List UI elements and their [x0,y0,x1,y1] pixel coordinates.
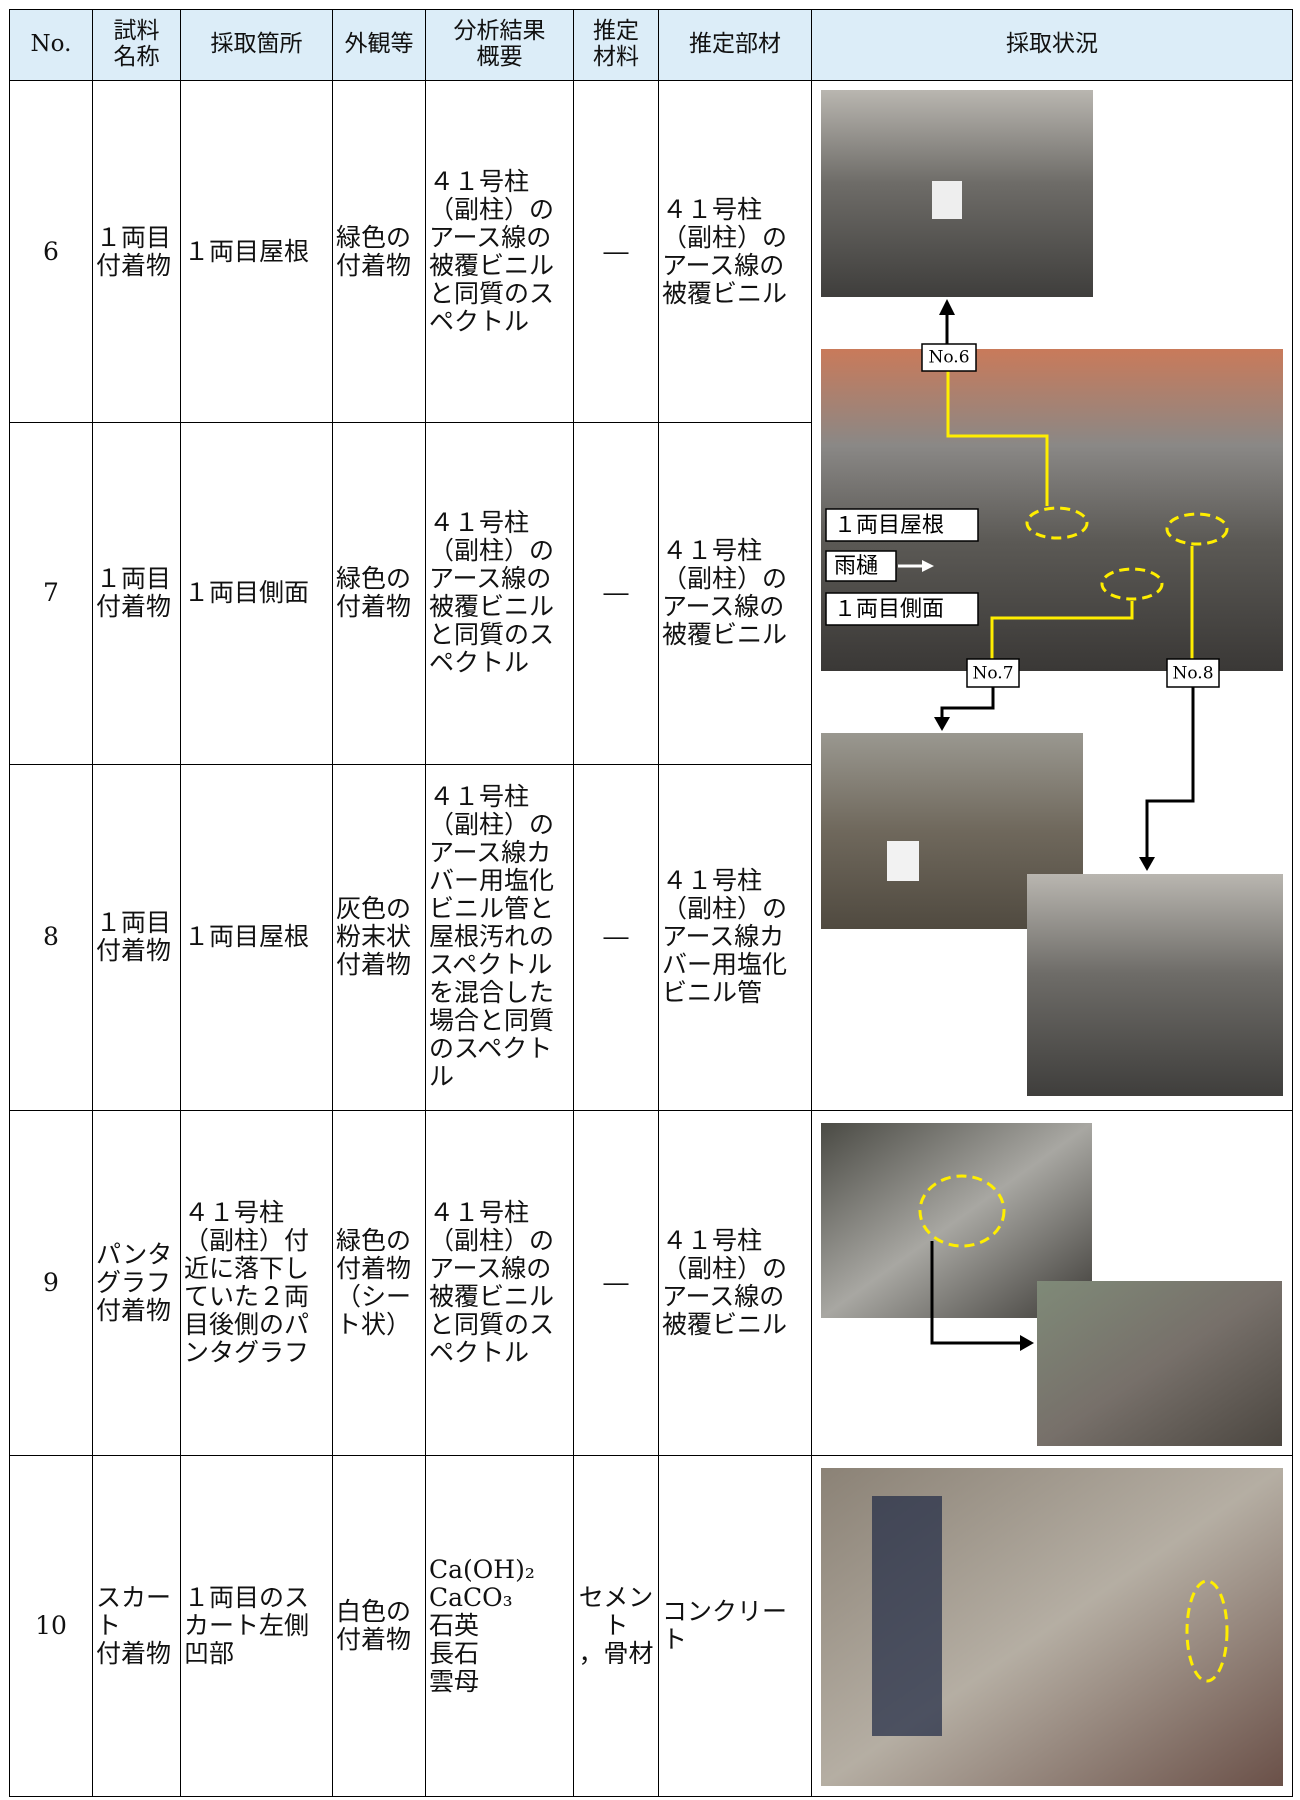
table-row: 8 １両目付着物 １両目屋根 灰色の粉末状付着物 ４１号柱（副柱）のアース線カバー用塩化… [9,763,1293,1112]
table-cell: ４１号柱（副柱）付近に落下していた２両目後側のパンタグラフ [180,1110,333,1456]
arrow-head [939,299,955,315]
table-cell: ４１号柱（副柱）のアース線の被覆ビニル [658,422,812,765]
highlight [1185,1579,1229,1683]
arrow-head [922,560,934,572]
header-cell: 採取箇所 [180,9,333,81]
photo-label: 雨樋 [834,554,878,579]
table-cell: １両目付着物 [92,763,181,1112]
photo-detail [872,1496,942,1736]
photo [1027,874,1283,1096]
photo-cell [811,1110,1293,1456]
table-cell: Ca(OH)₂ CaCO₃ 石英 長石 雲母 [425,1455,574,1797]
highlight [1025,506,1089,540]
table-cell: ４１号柱（副柱）のアース線の被覆ビニルと同質のスペクトル [425,79,574,424]
photo-label: No.8 [1172,664,1213,684]
table-cell: 6 [9,79,93,424]
table-cell: パンタグラフ付着物 [92,1110,181,1456]
table-row: 6 １両目付着物 １両目屋根 緑色の付着物 ４１号柱（副柱）のアース線の被覆ビニルと同質… [9,79,1293,1111]
analysis-table: No. 試料 名称 採取箇所 外観等 分析結果 概要 推定 材料 推定部材 採取状況 6 １両目… [9,9,1293,1797]
leader-line [946,371,1049,506]
table-cell: 緑色の付着物 [332,79,426,424]
photo-cell: No.6 １両目屋根 雨樋 １両目側面 No.7 No.8 [811,80,1293,1111]
photo-label: No.6 [928,348,969,368]
table-cell: 灰色の粉末状付着物 [332,763,426,1112]
header-cell: 外観等 [332,9,426,81]
table-cell: コンクリート [658,1455,812,1797]
photo-label: １両目屋根 [834,513,944,538]
highlight [1165,512,1229,546]
header-cell: 推定 材料 [573,9,659,81]
label-box [825,550,897,582]
table-cell: 緑色の付着物 [332,422,426,765]
arrow-head [1139,857,1155,871]
table-cell: ４１号柱（副柱）のアース線の被覆ビニルと同質のスペクトル [425,1110,574,1456]
table-cell: ４１号柱（副柱）のアース線の被覆ビニルと同質のスペクトル [425,422,574,765]
table-cell: １両目のスカート左側凹部 [180,1455,333,1797]
table-cell: ― [573,763,659,1112]
sample-mark [887,841,919,881]
table-cell: １両目屋根 [180,763,333,1112]
table-cell: ― [573,422,659,765]
table-cell: ― [573,79,659,424]
header-cell: 採取状況 [811,9,1293,81]
table-cell: ４１号柱（副柱）のアース線の被覆ビニル [658,79,812,424]
photo-cell [811,1455,1293,1797]
header-cell: 分析結果 概要 [425,9,574,81]
sample-mark [932,181,962,219]
table-cell: ― [573,1110,659,1456]
table-head: No. 試料 名称 採取箇所 外観等 分析結果 概要 推定 材料 推定部材 採取状況 [9,9,1293,81]
table-cell: 白色の付着物 [332,1455,426,1797]
header-row: No. 試料 名称 採取箇所 外観等 分析結果 概要 推定 材料 推定部材 採取状況 [9,9,1293,81]
table-cell: 10 [9,1455,93,1797]
table-cell: ４１号柱（副柱）のアース線カバー用塩化ビニル管 [658,763,812,1112]
table-row: 9 パンタグラフ付着物 ４１号柱（副柱）付近に落下していた２両目後側のパンタグラフ緑… [9,1110,1293,1456]
photo-label: No.7 [972,664,1013,684]
label-box [825,592,979,626]
photo-composite [821,1468,1283,1786]
highlight [918,1174,1006,1248]
arrow [1145,687,1195,859]
table-cell: 8 [9,763,93,1112]
table-body: 6 １両目付着物 １両目屋根 緑色の付着物 ４１号柱（副柱）のアース線の被覆ビニルと同質… [9,79,1293,1797]
table-cell: 9 [9,1110,93,1456]
table-cell: １両目屋根 [180,79,333,424]
header-cell: 試料 名称 [92,9,181,81]
table-row: 10 スカート 付着物 １両目のスカート左側凹部 白色の付着物 Ca(OH)₂ CaCO… [9,1455,1293,1797]
table-row: 7 １両目付着物 １両目側面 緑色の付着物 ４１号柱（副柱）のアース線の被覆ビニルと同質… [9,422,1293,765]
highlight [1100,567,1164,601]
table-cell: ４１号柱（副柱）のアース線の被覆ビニル [658,1110,812,1456]
label-box [921,343,977,372]
table-cell: 緑色の付着物（シート状） [332,1110,426,1456]
arrow [930,1241,1022,1345]
arrow-head [1020,1335,1034,1351]
header-cell: No. [9,9,93,81]
arrow [940,687,995,719]
table-cell: 7 [9,422,93,765]
photo-composite [821,1123,1282,1446]
photo [1037,1281,1282,1446]
photo-composite: No.6 １両目屋根 雨樋 １両目側面 No.7 No.8 [821,90,1283,1096]
label-box [825,508,979,542]
table-cell: １両目側面 [180,422,333,765]
header-cell: 推定部材 [658,9,812,81]
table-cell: スカート 付着物 [92,1455,181,1797]
arrow-head [934,717,950,731]
table-cell: セメント ，骨材 [573,1455,659,1797]
photo-label: １両目側面 [834,597,944,622]
table-cell: ４１号柱（副柱）のアース線カバー用塩化ビニル管と屋根汚れのスペクトルを混合した場… [425,763,574,1112]
table-cell: １両目付着物 [92,79,181,424]
table-cell: １両目付着物 [92,422,181,765]
leader-line [990,601,1134,659]
